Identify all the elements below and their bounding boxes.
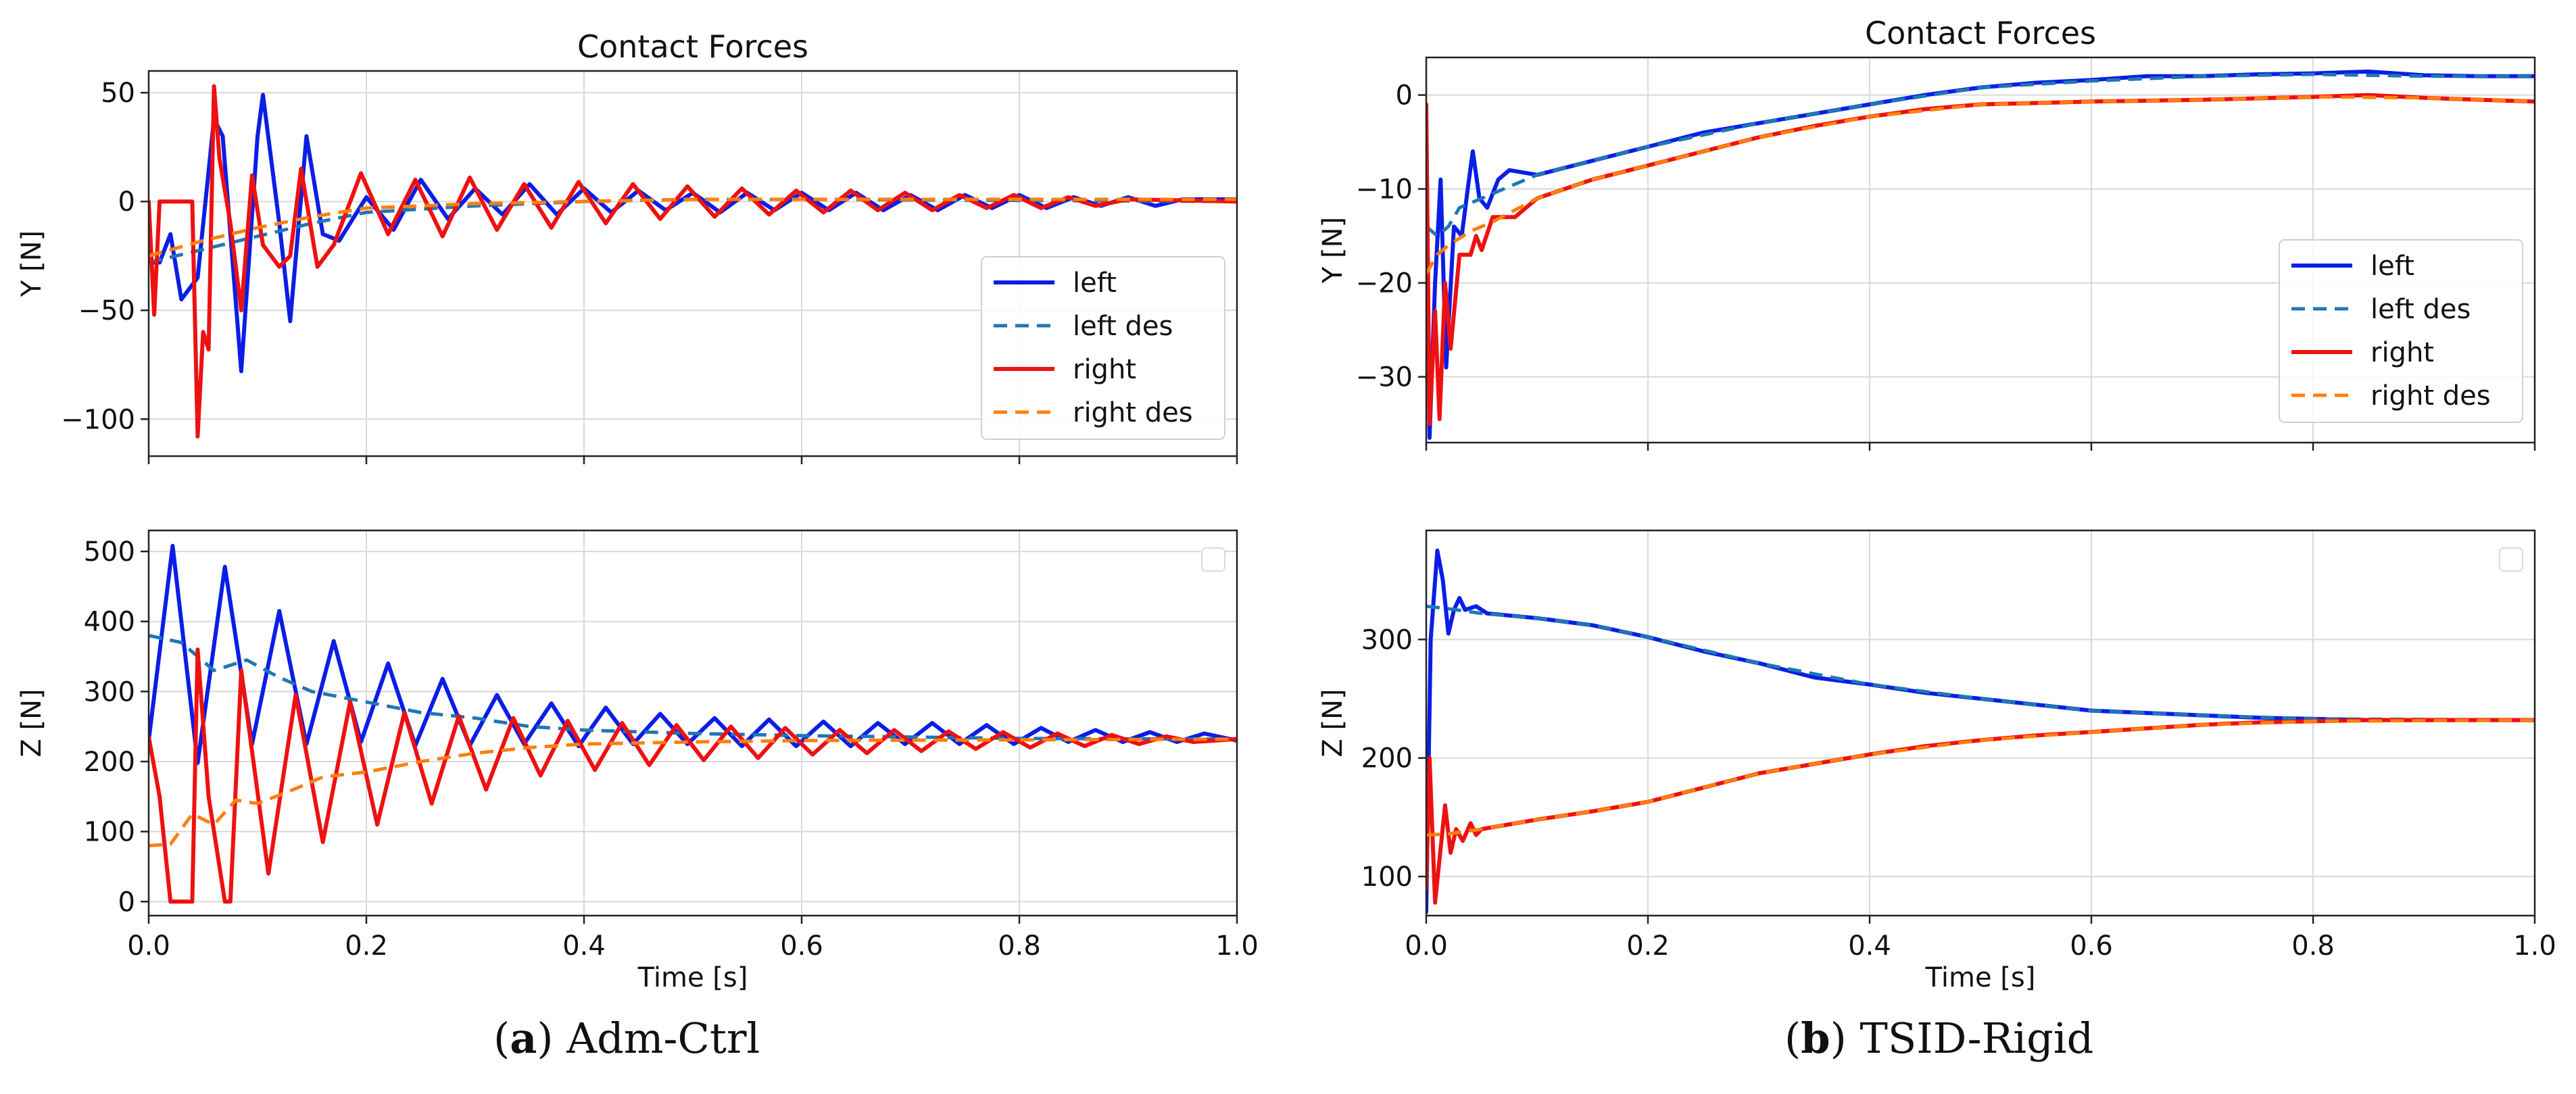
legend-label-left: left bbox=[2371, 251, 2414, 282]
series-line-right bbox=[149, 84, 1237, 439]
x-tick-label: 1.0 bbox=[1215, 930, 1259, 962]
x-tick-label: 0.6 bbox=[2070, 930, 2113, 962]
x-tick-label: 0.8 bbox=[998, 930, 1041, 962]
y-tick-label: 100 bbox=[84, 817, 135, 848]
axes-frame bbox=[1425, 56, 2536, 444]
legend-box bbox=[981, 256, 1225, 440]
chart-a-z: 500 400 300 200 100 0 0.0 0.2 0.4 0.6 0.8 1.0 Time [… bbox=[16, 529, 1259, 993]
series-line-right-des bbox=[1426, 718, 2535, 837]
series-line-right-des bbox=[1426, 95, 2535, 275]
legend-box bbox=[2279, 239, 2523, 423]
x-tick-label: 0.0 bbox=[127, 930, 170, 962]
caption-b-text: TSID-Rigid bbox=[1860, 1014, 2094, 1063]
y-tick-label: 400 bbox=[84, 607, 135, 638]
x-tick-label: 0.6 bbox=[780, 930, 823, 962]
series-line-left-des bbox=[1426, 72, 2535, 238]
chart-a-y: 50 0 −50 −100 Contact Forces Y [N] left left de… bbox=[16, 28, 1238, 464]
series-line-left bbox=[149, 543, 1237, 766]
chart-b-z: 300 200 100 0.0 0.2 0.4 0.6 0.8 1.0 Time [s] Z [N] bbox=[1317, 529, 2556, 993]
y-tick-label: 200 bbox=[1361, 743, 1413, 774]
legend-label-right-des: right des bbox=[1073, 397, 1193, 428]
y-tick-label: 300 bbox=[1361, 624, 1413, 655]
legend-label-left-des: left des bbox=[2371, 294, 2471, 325]
axes-frame bbox=[1425, 529, 2536, 917]
y-tick-label: −100 bbox=[61, 404, 135, 435]
caption-a-text: Adm-Ctrl bbox=[566, 1014, 760, 1063]
chart-b-y: 0 −10 −20 −30 Contact Forces Y [N] left left de… bbox=[1317, 15, 2536, 451]
y-tick-label: −30 bbox=[1356, 362, 1413, 393]
x-tick-label: 0.4 bbox=[562, 930, 606, 962]
x-tick-label: 0.8 bbox=[2291, 930, 2335, 962]
chart-title: Contact Forces bbox=[577, 28, 808, 65]
legend-label-right: right bbox=[2371, 337, 2434, 368]
y-tick-label: 300 bbox=[84, 676, 135, 707]
legend-label-left-des: left des bbox=[1073, 311, 1173, 342]
series-line-left bbox=[1426, 548, 2535, 914]
series-line-right bbox=[149, 647, 1237, 904]
legend-label-right: right bbox=[1073, 354, 1136, 385]
y-axis-label: Z [N] bbox=[16, 689, 47, 757]
legend: left left des right right des bbox=[981, 256, 1225, 440]
y-tick-label: 0 bbox=[118, 887, 135, 918]
y-tick-label: 500 bbox=[84, 537, 135, 568]
caption-a: (a) Adm-Ctrl bbox=[493, 1014, 760, 1063]
x-tick-label: 1.0 bbox=[2513, 930, 2556, 962]
caption-a-label: a bbox=[510, 1014, 537, 1063]
y-tick-label: 0 bbox=[118, 187, 135, 218]
y-axis-label: Z [N] bbox=[1317, 689, 1348, 757]
y-tick-label: 200 bbox=[84, 747, 135, 778]
x-tick-label: 0.2 bbox=[345, 930, 388, 962]
chart-title: Contact Forces bbox=[1865, 15, 2096, 51]
series-line-right bbox=[1426, 718, 2535, 905]
caption-b: (b) TSID-Rigid bbox=[1784, 1014, 2094, 1063]
y-tick-label: 100 bbox=[1361, 862, 1413, 893]
y-tick-label: −50 bbox=[78, 295, 135, 326]
empty-legend-box bbox=[2499, 547, 2523, 572]
axes-frame bbox=[147, 529, 1238, 917]
series-line-right-des bbox=[149, 737, 1237, 847]
legend-label-right-des: right des bbox=[2371, 380, 2491, 412]
caption-b-label: b bbox=[1801, 1014, 1830, 1063]
y-tick-label: 0 bbox=[1396, 80, 1413, 111]
legend-label-left: left bbox=[1073, 268, 1117, 299]
x-tick-label: 0.2 bbox=[1626, 930, 1670, 962]
y-tick-label: 50 bbox=[101, 78, 135, 109]
series-line-right-des bbox=[149, 197, 1237, 258]
y-tick-label: −10 bbox=[1356, 174, 1413, 205]
x-tick-label: 0.0 bbox=[1405, 930, 1448, 962]
y-axis-label: Y [N] bbox=[16, 230, 47, 297]
empty-legend-box bbox=[1201, 547, 1225, 572]
x-tick-label: 0.4 bbox=[1848, 930, 1891, 962]
y-axis-label: Y [N] bbox=[1317, 217, 1348, 284]
x-axis-label: Time [s] bbox=[1925, 962, 2036, 993]
series-line-left-des bbox=[149, 634, 1237, 741]
y-tick-label: −20 bbox=[1356, 268, 1413, 299]
legend: left left des right right des bbox=[2279, 239, 2523, 423]
axes-frame bbox=[147, 70, 1238, 457]
series-line-left-des bbox=[1426, 604, 2535, 722]
x-axis-label: Time [s] bbox=[637, 962, 748, 993]
